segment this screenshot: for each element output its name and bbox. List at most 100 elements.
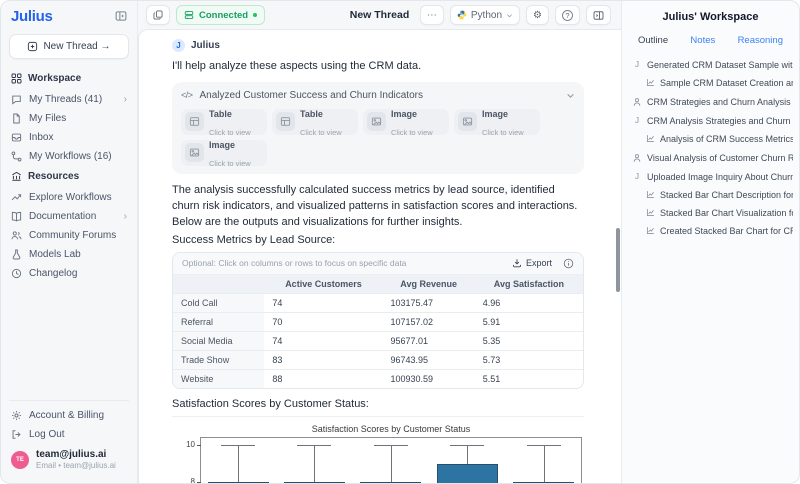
metrics-table-card: Optional: Click on columns or rows to fo…	[172, 251, 584, 389]
output-card-table-1[interactable]: Table Click to view	[181, 108, 267, 137]
table-row[interactable]: Social Media 74 95677.01 5.35	[173, 330, 583, 351]
person-icon	[632, 153, 642, 163]
julius-avatar: J	[172, 39, 185, 52]
mini-chart-icon	[646, 134, 655, 143]
outline-item[interactable]: Visual Analysis of Customer Churn Reason…	[632, 150, 793, 165]
outline-item[interactable]: J Uploaded Image Inquiry About Churn Reas…	[632, 169, 793, 184]
sidebar-item-explore-workflows[interactable]: Explore Workflows	[1, 188, 137, 207]
table-icon	[185, 112, 204, 132]
sidebar-item-my-workflows[interactable]: My Workflows (16)	[1, 147, 137, 166]
copy-thread-button[interactable]	[146, 5, 170, 25]
tab-reasoning[interactable]: Reasoning	[737, 35, 783, 46]
outline-item-label: Stacked Bar Chart Description for Chur..…	[660, 189, 793, 200]
panel-right-icon	[593, 10, 604, 21]
tab-notes[interactable]: Notes	[690, 35, 716, 46]
outline-item-label: Stacked Bar Chart Visualization for Chu.…	[660, 207, 793, 218]
new-thread-button[interactable]: New Thread →	[9, 34, 129, 59]
outline-item[interactable]: J Generated CRM Dataset Sample with Data …	[632, 57, 793, 72]
table-row[interactable]: Referral 70 107157.02 5.91	[173, 311, 583, 332]
output-card-table-2[interactable]: Table Click to view	[272, 108, 358, 137]
toggle-right-panel-button[interactable]	[586, 5, 611, 25]
person-icon	[632, 97, 642, 107]
table-row[interactable]: Website 88 100930.59 5.51	[173, 368, 583, 388]
tool-output-group: </> Analyzed Customer Success and Churn …	[172, 81, 584, 174]
table-hint: Optional: Click on columns or rows to fo…	[182, 258, 407, 269]
outline-item[interactable]: J CRM Analysis Strategies and Churn Reduc…	[632, 113, 793, 128]
sidebar-item-my-threads[interactable]: My Threads (41) ›	[1, 90, 137, 109]
user-account-row[interactable]: TE team@julius.ai Email • team@julius.ai	[1, 444, 137, 483]
boxplot-chart: Satisfaction Scores by Customer Status s…	[172, 424, 584, 483]
users-icon	[11, 230, 22, 241]
mini-chart-icon	[646, 208, 655, 217]
sidebar-item-models-lab[interactable]: Models Lab	[1, 245, 137, 264]
sidebar-item-community-forums[interactable]: Community Forums	[1, 226, 137, 245]
sidebar-item-documentation[interactable]: Documentation ›	[1, 207, 137, 226]
julius-mini-icon: J	[635, 116, 639, 125]
image-icon	[458, 112, 477, 132]
outline-item-label: Created Stacked Bar Chart for CRM Ch...	[660, 225, 793, 236]
outline-item-label: Visual Analysis of Customer Churn Reason…	[647, 152, 793, 163]
info-icon[interactable]	[563, 258, 574, 269]
help-button[interactable]: ?	[555, 5, 580, 25]
outline-list: J Generated CRM Dataset Sample with Data …	[622, 57, 799, 241]
outline-item[interactable]: Created Stacked Bar Chart for CRM Ch...	[632, 223, 793, 238]
box	[207, 482, 269, 483]
tab-outline[interactable]: Outline	[638, 35, 669, 46]
collapse-sidebar-button[interactable]	[115, 10, 127, 22]
inbox-icon	[11, 132, 22, 143]
workspace-title: Julius' Workspace	[662, 11, 759, 23]
output-card-image-1[interactable]: Image Click to view	[363, 108, 449, 137]
table-row[interactable]: Cold Call 74 103175.47 4.96	[173, 292, 583, 313]
workspace-tabs: Outline Notes Reasoning	[622, 35, 799, 46]
outline-item[interactable]: Stacked Bar Chart Visualization for Chu.…	[632, 205, 793, 220]
gear-icon: ⚙	[533, 9, 542, 21]
user-email: Email • team@julius.ai	[36, 460, 116, 470]
chevron-right-icon: ›	[123, 94, 127, 105]
y-tick-label: 8	[190, 477, 195, 483]
connected-badge[interactable]: Connected	[176, 5, 266, 25]
export-button[interactable]: Export	[512, 258, 552, 268]
sidebar-item-inbox[interactable]: Inbox	[1, 128, 137, 147]
outline-item-label: Analysis of CRM Success Metrics and ...	[660, 133, 793, 144]
outline-item-label: CRM Analysis Strategies and Churn Reduct…	[647, 115, 793, 126]
main-column: Connected New Thread ⋯ Python ⚙ ?	[138, 1, 621, 483]
settings-button[interactable]: ⚙	[526, 5, 549, 25]
julius-logo[interactable]: Julius	[11, 7, 53, 25]
mini-chart-icon	[646, 78, 655, 87]
book-icon	[11, 211, 22, 222]
outline-item-label: CRM Strategies and Churn Analysis Reques…	[647, 96, 793, 107]
chevron-down-icon	[506, 12, 513, 19]
sidebar-item-log-out[interactable]: Log Out	[1, 425, 137, 444]
sidebar-item-account-billing[interactable]: Account & Billing	[1, 406, 137, 425]
outline-item-label: Sample CRM Dataset Creation and Anal...	[660, 77, 793, 88]
box	[283, 482, 345, 483]
chat-bubble-icon	[11, 94, 22, 105]
chart-output-card[interactable]: Satisfaction Scores by Customer Status s…	[172, 415, 584, 483]
table-icon	[276, 112, 295, 132]
output-card-image-2[interactable]: Image Click to view	[454, 108, 540, 137]
outline-item[interactable]: CRM Strategies and Churn Analysis Reques…	[632, 94, 793, 109]
user-name: team@julius.ai	[36, 448, 107, 460]
sidebar-item-changelog[interactable]: Changelog	[1, 264, 137, 283]
logout-icon	[11, 429, 22, 440]
outline-item[interactable]: Stacked Bar Chart Description for Chur..…	[632, 187, 793, 202]
left-sidebar: Julius New Thread → Workspace My Threads…	[1, 1, 138, 483]
table-row[interactable]: Trade Show 83 96743.95 5.73	[173, 349, 583, 370]
download-icon	[512, 258, 522, 268]
chevron-down-icon	[566, 91, 575, 100]
stack-icon	[184, 10, 194, 20]
workflow-icon	[11, 151, 22, 162]
table-header-row[interactable]: Active Customers Avg Revenue Avg Satisfa…	[173, 274, 583, 294]
outline-item[interactable]: Sample CRM Dataset Creation and Anal...	[632, 75, 793, 90]
box	[436, 463, 498, 483]
code-icon: </>	[181, 90, 193, 101]
outline-item[interactable]: Analysis of CRM Success Metrics and ...	[632, 131, 793, 146]
runtime-selector[interactable]: Python	[449, 5, 521, 25]
more-options-button[interactable]: ⋯	[419, 5, 444, 25]
julius-mini-icon: J	[635, 172, 639, 181]
tool-group-header[interactable]: </> Analyzed Customer Success and Churn …	[181, 90, 575, 101]
sidebar-item-my-files[interactable]: My Files	[1, 109, 137, 128]
scrollbar[interactable]	[616, 228, 620, 292]
output-card-image-3[interactable]: Image Click to view	[181, 139, 267, 168]
